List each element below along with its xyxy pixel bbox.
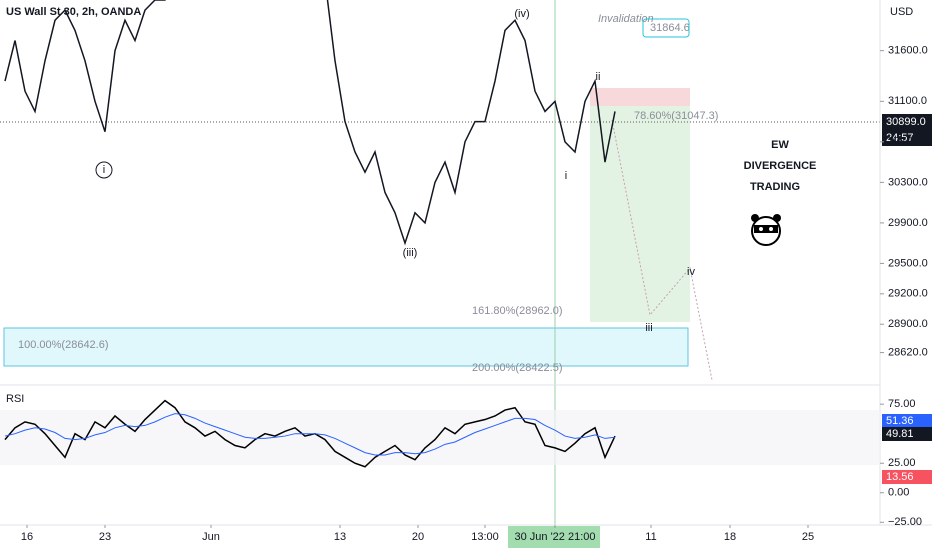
wave-mark — [95, 161, 113, 179]
annotation: iii — [645, 322, 652, 334]
unit: USD — [890, 6, 913, 18]
price-label: 30899.0 — [886, 116, 926, 128]
x-tick-label: 25 — [802, 531, 814, 543]
target-zone — [590, 106, 690, 322]
annotation: Invalidation — [598, 13, 654, 25]
x-tick-label: Jun — [202, 531, 220, 543]
x-highlight — [508, 526, 600, 548]
y-tick-label: 29200.0 — [888, 288, 928, 300]
value-label: 49.81 — [886, 428, 914, 440]
stop-zone — [590, 88, 690, 106]
y-tick-label: 25.00 — [888, 457, 916, 469]
price-tag — [882, 130, 932, 146]
y-tick-label: 30300.0 — [888, 176, 928, 188]
y-tick-label: 31600.0 — [888, 45, 928, 57]
value-label: 13.56 — [886, 471, 914, 483]
y-tick-label: 30700.0 — [888, 136, 928, 148]
price-tag — [882, 114, 932, 130]
rsi-title: RSI — [6, 393, 24, 405]
annotation: iv — [687, 266, 695, 278]
y-tick-label: 29900.0 — [888, 217, 928, 229]
y-tick-label: 28620.0 — [888, 346, 928, 358]
annotation: EW — [771, 139, 789, 151]
annotation: 161.80%(28962.0) — [472, 305, 563, 317]
price-pane — [4, 0, 616, 246]
x-tick-label: 11 — [645, 531, 656, 543]
annotation: (iv) — [514, 8, 529, 20]
value-tag — [882, 427, 932, 441]
projection — [611, 119, 713, 381]
x-tick-label: 16 — [21, 531, 33, 543]
value-tag — [882, 414, 932, 428]
annotation: 31864.6 — [650, 22, 690, 34]
value-tag — [882, 470, 932, 484]
y-tick-label: 75.00 — [888, 398, 916, 410]
chart-title: US Wall St 30, 2h, OANDA — [6, 6, 141, 18]
label-box — [642, 18, 690, 38]
line — [4, 0, 616, 246]
annotation: i — [103, 164, 105, 176]
annotation: 100.00%(28642.6) — [18, 339, 109, 351]
logo — [751, 214, 781, 246]
y-tick-label: 28900.0 — [888, 318, 928, 330]
x-tick-label: 23 — [99, 531, 111, 543]
rsi-pane — [4, 399, 616, 468]
line — [4, 413, 616, 456]
fib-zone — [3, 327, 689, 367]
annotation: 200.00%(28422.5) — [472, 362, 563, 374]
y-tick-label: −25.00 — [888, 516, 922, 528]
y-tick-label: 0.00 — [888, 487, 909, 499]
annotation: (iii) — [403, 247, 418, 259]
line — [4, 399, 616, 468]
y-tick-label: 29500.0 — [888, 257, 928, 269]
x-tick-label: 20 — [412, 531, 424, 543]
annotation: DIVERGENCE — [744, 160, 817, 172]
x-tick-label: 30 Jun '22 21:00 — [514, 531, 595, 543]
annotation: ii — [596, 71, 601, 83]
countdown: 24:57 — [886, 132, 914, 144]
rsi-band — [0, 410, 880, 465]
annotation: i — [565, 170, 567, 182]
value-label: 51.36 — [886, 415, 914, 427]
annotation: TRADING — [750, 181, 800, 193]
x-tick-label: 13:00 — [471, 531, 499, 543]
x-tick-label: 18 — [724, 531, 736, 543]
annotation: 78.60%(31047.3) — [634, 110, 718, 122]
x-tick-label: 13 — [334, 531, 346, 543]
y-tick-label: 31100.0 — [888, 95, 927, 107]
